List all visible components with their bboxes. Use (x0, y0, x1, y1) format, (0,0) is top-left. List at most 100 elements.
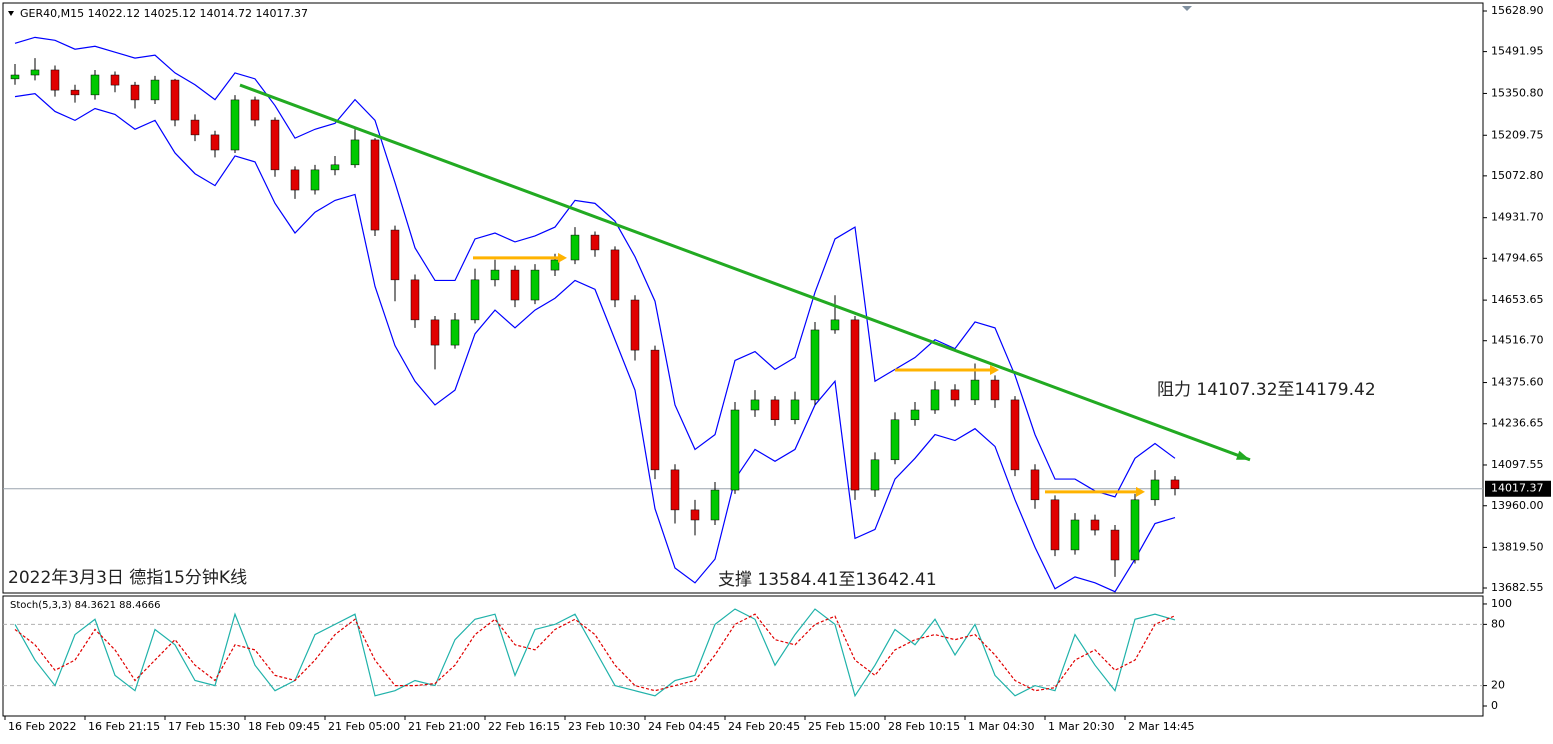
candle-body (10, 74, 20, 80)
trendline-arrowhead (1236, 450, 1250, 460)
x-tick-label: 16 Feb 21:15 (88, 720, 160, 733)
candle-body (890, 419, 900, 461)
y-tick-label: 15491.95 (1491, 45, 1544, 58)
candle-body (210, 134, 220, 151)
candle-body (1170, 479, 1180, 489)
x-tick-label: 24 Feb 04:45 (648, 720, 720, 733)
candle-body (290, 169, 300, 191)
y-tick-label: 14653.65 (1491, 293, 1544, 306)
stoch-pane (2, 595, 1484, 717)
resistance-annotation: 阻力 14107.32至14179.42 (1157, 380, 1376, 400)
candle-body (690, 509, 700, 521)
scroll-marker (1182, 6, 1192, 11)
y-tick-label: 13682.55 (1491, 581, 1544, 594)
x-tick-label: 23 Feb 10:30 (568, 720, 640, 733)
y-tick-label: 100 (1491, 597, 1512, 610)
y-tick-label: 14236.65 (1491, 417, 1544, 430)
y-tick-label: 13819.50 (1491, 540, 1544, 553)
level-arrowhead (558, 252, 567, 263)
candle-body (910, 409, 920, 421)
x-tick-label: 25 Feb 15:00 (808, 720, 880, 733)
candle-body (370, 139, 380, 231)
candle-body (50, 69, 60, 91)
candle-body (450, 319, 460, 346)
y-tick-label: 14097.55 (1491, 458, 1544, 471)
x-tick-label: 21 Feb 21:00 (408, 720, 480, 733)
candle-body (190, 119, 200, 136)
candle-body (130, 84, 140, 101)
candle-body (70, 89, 80, 96)
y-tick-label: 14516.70 (1491, 334, 1544, 347)
y-tick-label: 13960.00 (1491, 499, 1544, 512)
candle-body (630, 299, 640, 351)
y-tick-label: 20 (1491, 679, 1505, 692)
candle-body (490, 269, 500, 281)
candle-body (1050, 499, 1060, 551)
candle-body (470, 279, 480, 321)
candle-body (770, 399, 780, 421)
y-tick-label: 0 (1491, 699, 1498, 712)
candle-body (990, 379, 1000, 401)
candle-body (1150, 479, 1160, 501)
candle-body (830, 319, 840, 331)
price-pane (2, 2, 1484, 594)
stoch-title: Stoch(5,3,3) 84.3621 88.4666 (10, 600, 161, 611)
candle-body (510, 269, 520, 301)
candle-body (110, 74, 120, 86)
symbol-header: GER40,M15 14022.12 14025.12 14014.72 140… (20, 7, 308, 20)
candle-body (530, 269, 540, 301)
current-price-label: 14017.37 (1491, 482, 1544, 495)
candle-body (570, 234, 580, 261)
candle-body (970, 379, 980, 401)
y-tick-label: 14375.60 (1491, 376, 1544, 389)
x-tick-label: 1 Mar 04:30 (968, 720, 1034, 733)
menu-arrow (8, 11, 14, 16)
caption: 2022年3月3日 德指15分钟K线 (8, 568, 247, 588)
candle-body (850, 319, 860, 491)
y-tick-label: 80 (1491, 617, 1505, 630)
candle-body (1010, 399, 1020, 471)
candle-body (650, 349, 660, 471)
stoch-line (14, 608, 1176, 698)
candle-body (670, 469, 680, 511)
x-tick-label: 21 Feb 05:00 (328, 720, 400, 733)
current-price-box (1485, 480, 1551, 497)
candle-body (1110, 529, 1120, 561)
candle-body (550, 259, 560, 271)
candle-body (750, 399, 760, 411)
band-line (14, 93, 1176, 593)
candle-body (870, 459, 880, 491)
y-tick-label: 15209.75 (1491, 128, 1544, 141)
x-tick-label: 2 Mar 14:45 (1128, 720, 1194, 733)
level-arrowhead (990, 364, 999, 375)
candle-body (310, 169, 320, 191)
candle-body (1070, 519, 1080, 551)
x-tick-label: 18 Feb 09:45 (248, 720, 320, 733)
candle-body (1090, 519, 1100, 531)
candle-body (150, 79, 160, 101)
candle-body (30, 69, 40, 76)
trendline (239, 83, 1251, 462)
level-arrowhead (1136, 486, 1145, 497)
y-tick-label: 14794.65 (1491, 251, 1544, 264)
y-tick-label: 14931.70 (1491, 211, 1544, 224)
y-tick-label: 15628.90 (1491, 4, 1544, 17)
candle-body (1030, 469, 1040, 501)
candle-body (350, 139, 360, 166)
candle-body (930, 389, 940, 411)
candle-body (610, 249, 620, 301)
candle-body (730, 409, 740, 491)
candle-body (170, 79, 180, 121)
candle-body (90, 74, 100, 96)
x-tick-label: 16 Feb 2022 (8, 720, 76, 733)
x-tick-label: 28 Feb 10:15 (888, 720, 960, 733)
x-tick-label: 22 Feb 16:15 (488, 720, 560, 733)
candle-body (330, 164, 340, 171)
candle-body (390, 229, 400, 281)
candle-body (230, 99, 240, 151)
candle-body (1130, 499, 1140, 561)
candle-body (270, 119, 280, 171)
candle-body (950, 389, 960, 401)
